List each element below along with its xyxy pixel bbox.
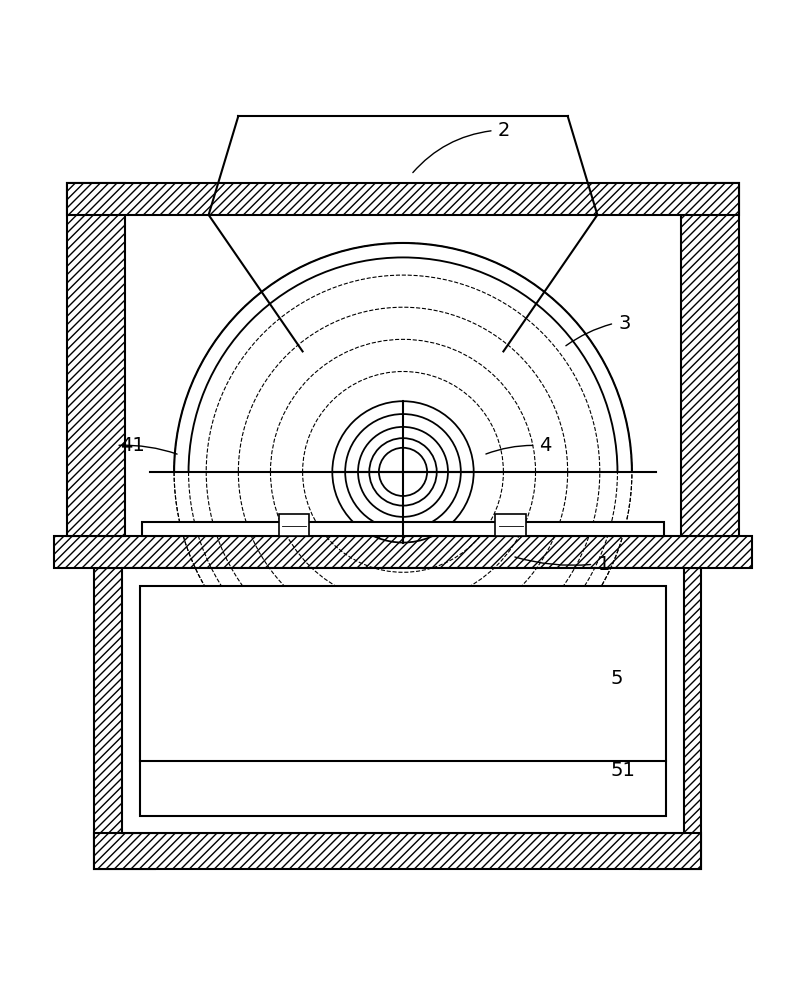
Bar xyxy=(125,183,681,536)
Text: 3: 3 xyxy=(618,314,630,333)
Bar xyxy=(93,568,155,869)
Bar xyxy=(67,183,125,536)
Bar xyxy=(139,586,667,816)
Bar xyxy=(53,536,753,568)
Bar xyxy=(640,568,701,869)
Text: 2: 2 xyxy=(498,121,510,140)
Bar xyxy=(681,183,739,536)
Text: 5: 5 xyxy=(610,669,623,688)
Bar xyxy=(93,833,701,869)
Bar xyxy=(496,514,526,536)
Bar xyxy=(67,183,125,536)
Bar xyxy=(67,183,739,215)
Bar xyxy=(93,833,701,869)
Text: 1: 1 xyxy=(597,555,610,574)
Text: 4: 4 xyxy=(539,436,552,455)
Bar xyxy=(53,536,753,568)
Bar xyxy=(279,514,309,536)
Bar xyxy=(142,522,664,536)
Bar xyxy=(93,568,155,869)
Text: 51: 51 xyxy=(610,761,635,780)
Bar xyxy=(122,568,684,833)
Bar xyxy=(67,183,739,215)
Bar xyxy=(640,568,701,869)
Bar xyxy=(681,183,739,536)
Text: 41: 41 xyxy=(120,436,145,455)
